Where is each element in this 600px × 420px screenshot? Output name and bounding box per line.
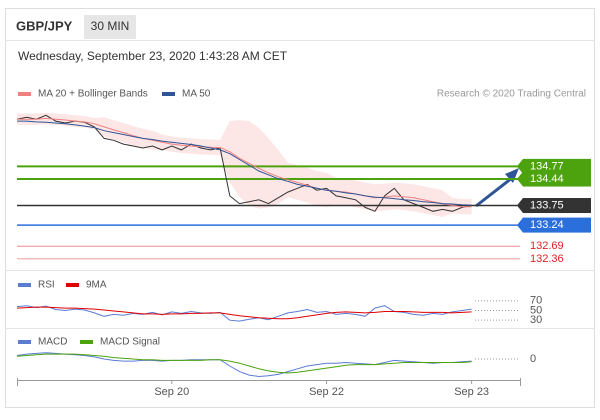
level-label: 133.75	[530, 199, 564, 211]
legend-label: MACD Signal	[100, 337, 160, 348]
x-tick-label: Sep 23	[454, 386, 489, 398]
legend-label: 9MA	[86, 280, 107, 291]
symbol: GBP/JPY	[16, 18, 73, 33]
legend-swatch	[18, 92, 31, 96]
level-label: 134.44	[530, 173, 564, 185]
y-tick-label: 30	[530, 314, 542, 326]
legend-swatch	[162, 92, 175, 96]
legend-swatch	[66, 283, 79, 287]
card	[5, 8, 595, 408]
series-line	[17, 120, 472, 206]
legend-swatch	[18, 340, 31, 344]
forecast-arrow	[475, 176, 513, 208]
level-label: 134.77	[530, 160, 564, 172]
level-box-tip	[517, 217, 523, 233]
legend-swatch	[18, 283, 31, 287]
x-tick-label: Sep 20	[154, 386, 189, 398]
level-box	[523, 158, 591, 174]
timeframe-box	[84, 15, 136, 39]
legend-swatch	[80, 340, 93, 344]
price-line	[16, 114, 472, 212]
legend-label: MACD	[38, 337, 67, 348]
y-tick-label: 0	[530, 353, 536, 365]
timeframe: 30 MIN	[91, 19, 130, 33]
series-line	[17, 117, 472, 208]
level-box-tip	[517, 171, 523, 187]
level-label: 133.24	[530, 219, 564, 231]
legend-label: MA 50	[182, 89, 211, 100]
level-box	[523, 198, 591, 214]
bollinger-band	[17, 112, 472, 217]
level-label: 132.36	[530, 253, 564, 265]
forecast-arrowhead	[505, 168, 519, 183]
level-label: 132.69	[530, 240, 564, 252]
level-box	[523, 171, 591, 187]
y-tick-label: 70	[530, 295, 542, 307]
series-line	[16, 306, 472, 320]
level-box	[523, 217, 591, 233]
y-tick-label: 50	[530, 304, 542, 316]
x-tick-label: Sep 22	[309, 386, 344, 398]
series-line	[16, 353, 472, 374]
timestamp: Wednesday, September 23, 2020 1:43:28 AM…	[18, 49, 288, 63]
legend-label: RSI	[38, 280, 55, 291]
legend-label: MA 20 + Bollinger Bands	[38, 89, 148, 100]
source: Research © 2020 Trading Central	[437, 89, 586, 100]
level-box-tip	[517, 158, 523, 174]
series-line	[16, 352, 472, 378]
